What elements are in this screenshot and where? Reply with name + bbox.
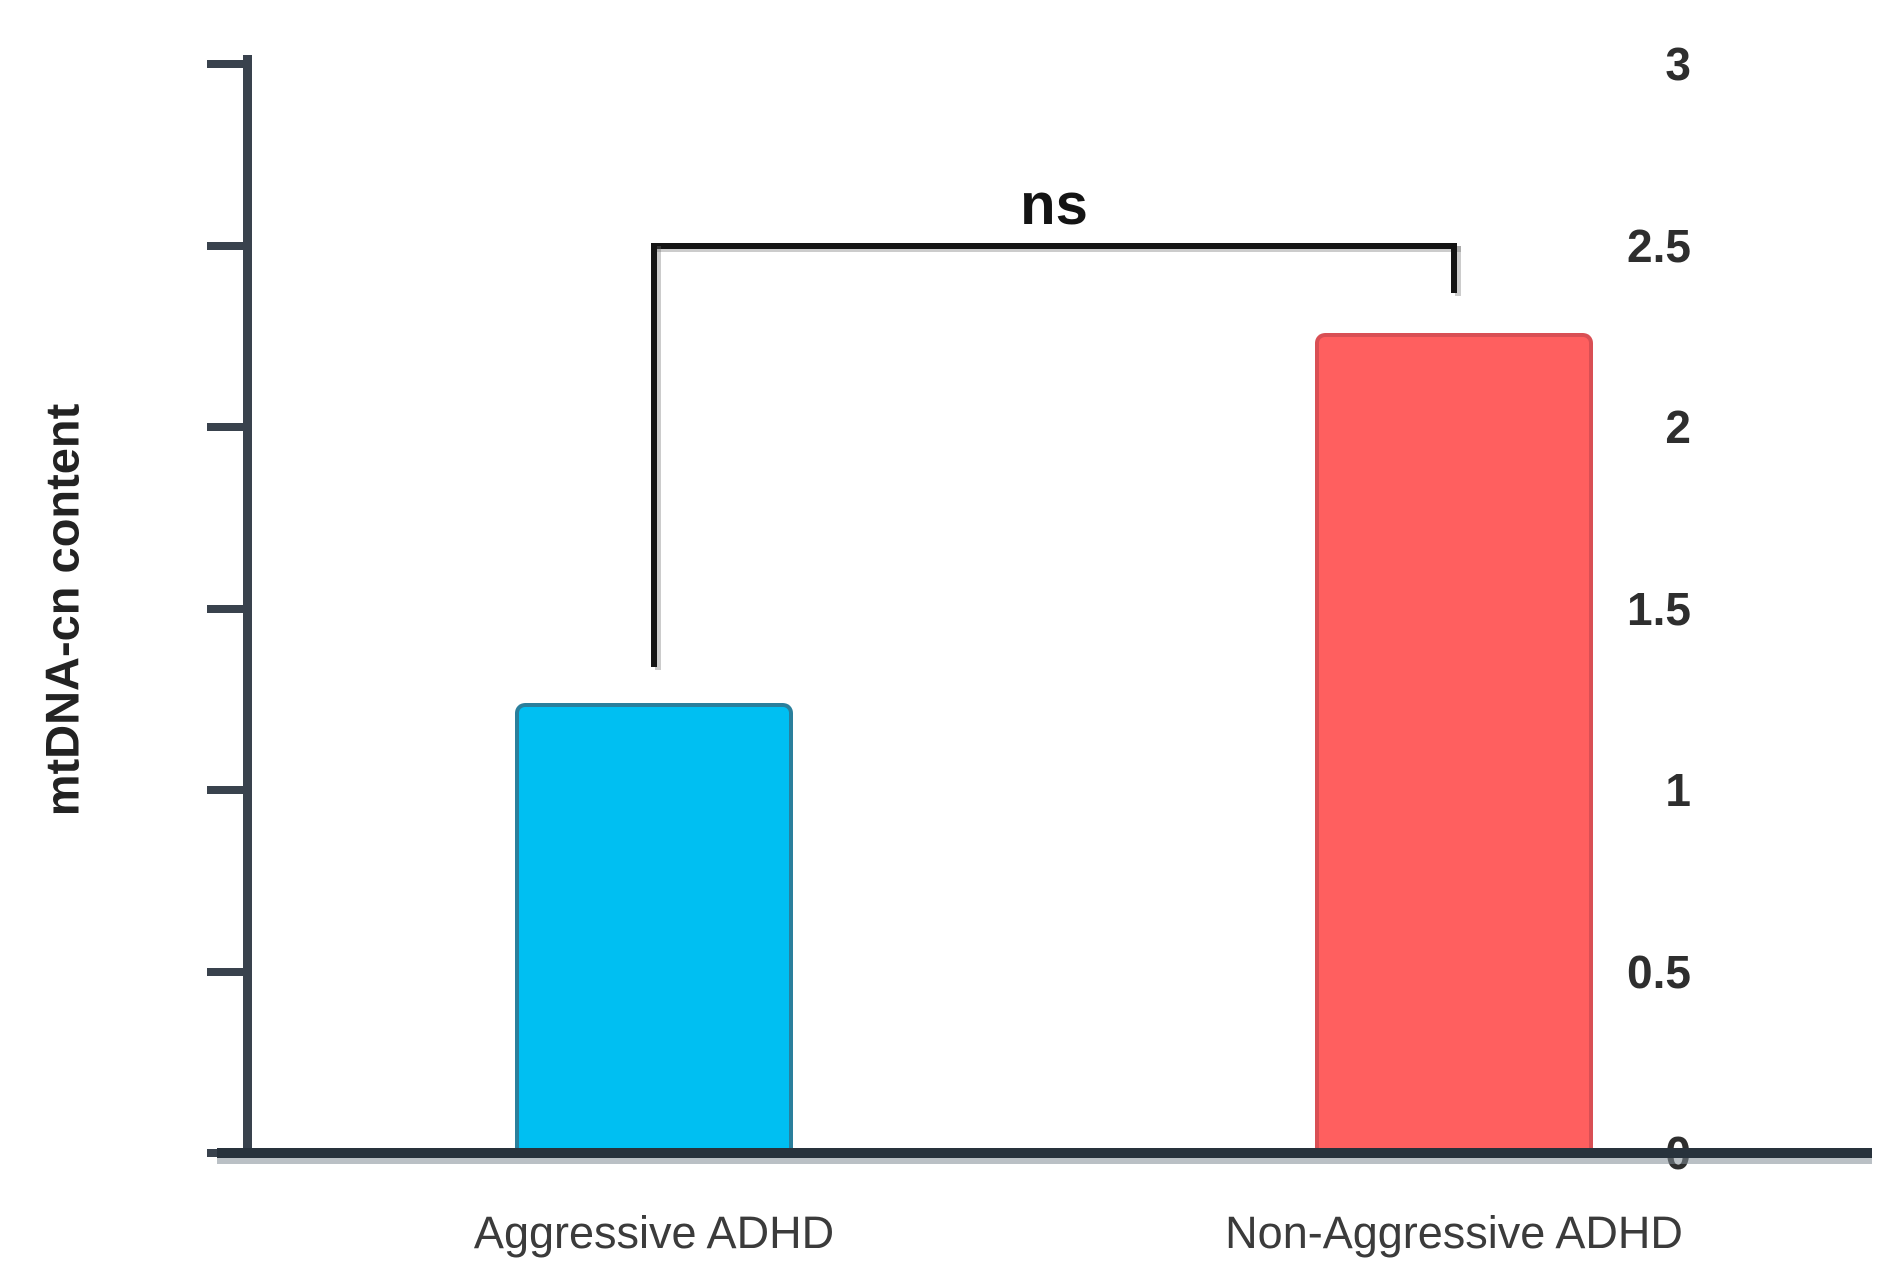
bracket-right-arm [1451,242,1457,293]
y-tick [207,786,243,794]
y-tick-label: 1.5 [1627,582,1691,635]
y-tick [207,967,243,976]
y-tick [207,423,243,431]
y-tick [207,604,243,613]
x-axis-line [217,1148,1872,1158]
x-category-label: Non-Aggressive ADHD [1225,1207,1683,1258]
bracket-horizontal [651,242,1457,249]
y-axis-title: mtDNA-cn content [35,403,89,817]
significance-label: ns [1020,171,1088,237]
y-tick-label: 0.5 [1627,945,1691,998]
y-tick-label: 1 [1665,764,1691,816]
bracket-left-arm [651,242,657,667]
y-tick-label: 3 [1665,38,1691,90]
y-tick [207,241,243,250]
y-tick-label: 2 [1665,401,1691,453]
bar [515,702,793,1153]
x-category-label: Aggressive ADHD [473,1207,835,1258]
bar [1315,332,1593,1153]
y-tick-label: 2.5 [1627,219,1691,272]
y-axis-line [243,55,252,1158]
y-tick [207,60,243,68]
